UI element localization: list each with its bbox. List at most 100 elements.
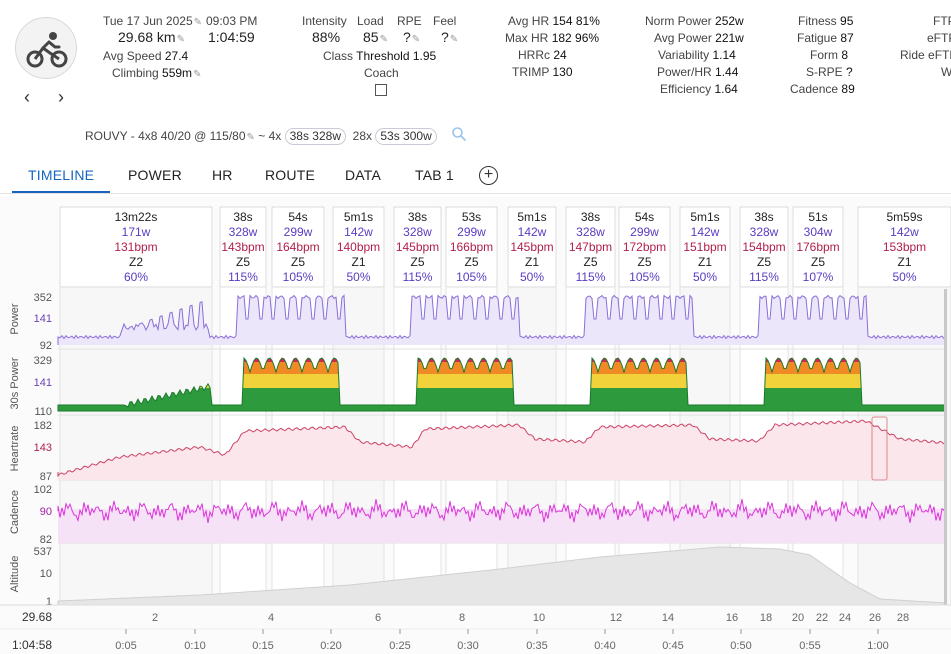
- add-tab-plus-icon[interactable]: +: [479, 166, 498, 185]
- tab-hr[interactable]: HR: [212, 167, 233, 183]
- distance-tick-label: 22: [816, 612, 828, 624]
- interval-heartrate: 151bpm: [683, 240, 726, 254]
- interval-header-box: [739, 206, 789, 288]
- load-label: Load: [357, 14, 384, 28]
- selection-marker[interactable]: [871, 416, 888, 481]
- interval-percent: 107%: [803, 270, 834, 284]
- cadence-area: [58, 509, 946, 543]
- hr-tick-label: 87: [40, 471, 52, 483]
- interval-percent: 115%: [576, 270, 606, 284]
- distance-tick-label: 16: [726, 612, 738, 624]
- load-value[interactable]: 85✎: [363, 29, 388, 45]
- coach-checkbox[interactable]: [375, 84, 387, 96]
- class-stat: Class Threshold 1.95: [323, 49, 437, 63]
- search-icon[interactable]: [451, 126, 467, 142]
- climbing-stat[interactable]: Climbing 559m✎: [112, 66, 202, 80]
- time-tick-label: 0:35: [526, 640, 547, 652]
- interval-duration: 38s: [581, 210, 600, 224]
- interval-duration: 38s: [754, 210, 773, 224]
- time-tick-label: 0:50: [730, 640, 751, 652]
- srpe-stat: S-RPE ?: [806, 65, 853, 79]
- interval-chip[interactable]: 53s 300w: [375, 128, 437, 145]
- tab-route[interactable]: ROUTE: [265, 167, 315, 183]
- time-tick-label: 0:25: [389, 640, 410, 652]
- interval-zone: Z5: [637, 255, 651, 269]
- interval-zone: Z5: [236, 255, 250, 269]
- alt-track-label: Altitude: [9, 556, 21, 593]
- interval-zone: Z2: [129, 255, 143, 269]
- interval-zone: Z5: [410, 255, 424, 269]
- interval-power: 299w: [457, 225, 486, 239]
- power-track-label: Power: [9, 303, 21, 335]
- interval-percent: 105%: [456, 270, 487, 284]
- time-tick-label: 0:05: [115, 640, 136, 652]
- interval-chip[interactable]: 38s 328w: [284, 128, 346, 145]
- interval-power: 299w: [284, 225, 313, 239]
- interval-power: 142w: [890, 225, 919, 239]
- activity-date[interactable]: Tue 17 Jun 2025✎: [103, 14, 203, 28]
- avg-hr-stat: Avg HR 154 81%: [508, 14, 600, 28]
- ftp-label: FTP: [933, 14, 951, 28]
- timeline-chart[interactable]: 13m22s171w131bpmZ260%38s328w143bpmZ5115%…: [0, 197, 951, 654]
- edit-pencil-icon: ✎: [193, 69, 202, 80]
- next-activity-chevron-icon[interactable]: ›: [58, 87, 64, 107]
- alt-tick-label: 1: [46, 596, 52, 608]
- interval-percent: 105%: [629, 270, 660, 284]
- interval-heartrate: 166bpm: [450, 240, 493, 254]
- interval-header-box: [857, 206, 951, 288]
- tab-power[interactable]: POWER: [128, 167, 182, 183]
- interval-duration: 5m59s: [886, 210, 922, 224]
- interval-zone: Z1: [351, 255, 365, 269]
- tab-timeline[interactable]: TIMELINE: [28, 167, 95, 183]
- activity-avatar[interactable]: [15, 17, 77, 79]
- vertical-scrollbar[interactable]: [944, 289, 947, 605]
- variability-stat: Variability 1.14: [658, 48, 736, 62]
- interval-header-box: [565, 206, 616, 288]
- interval-header-box: [445, 206, 498, 288]
- interval-power: 328w: [750, 225, 779, 239]
- distance-tick-label: 10: [533, 612, 545, 624]
- interval-header-box: [679, 206, 731, 288]
- distance-tick-label: 14: [662, 612, 674, 624]
- interval-percent: 115%: [228, 270, 258, 284]
- hr-tick-label: 143: [34, 442, 52, 454]
- interval-heartrate: 153bpm: [883, 240, 926, 254]
- interval-power: 328w: [576, 225, 605, 239]
- rpe-value[interactable]: ?✎: [403, 29, 421, 45]
- previous-activity-chevron-icon[interactable]: ‹: [24, 87, 30, 107]
- heartrate-area: [58, 420, 946, 480]
- interval-power: 142w: [344, 225, 373, 239]
- activity-distance[interactable]: 29.68 km✎: [118, 29, 185, 45]
- interval-duration: 5m1s: [690, 210, 719, 224]
- interval-zone: Z1: [525, 255, 539, 269]
- distance-tick-label: 24: [839, 612, 851, 624]
- workout-summary[interactable]: ROUVY - 4x8 40/20 @ 115/80✎ ~ 4x 38s 328…: [85, 128, 437, 145]
- interval-heartrate: 145bpm: [510, 240, 553, 254]
- power-tick-label: 141: [34, 313, 52, 325]
- w-label: W: [941, 65, 951, 79]
- interval-duration: 51s: [808, 210, 827, 224]
- interval-percent: 50%: [892, 270, 916, 284]
- feel-value[interactable]: ?✎: [441, 29, 459, 45]
- fatigue-stat: Fatigue 87: [797, 31, 854, 45]
- interval-header-box: [507, 206, 557, 288]
- time-tick-label: 0:30: [457, 640, 478, 652]
- tab-data[interactable]: DATA: [345, 167, 382, 183]
- interval-heartrate: 154bpm: [742, 240, 785, 254]
- tab-tab-1[interactable]: TAB 1: [415, 167, 454, 183]
- interval-zone: Z5: [291, 255, 305, 269]
- interval-power: 142w: [518, 225, 547, 239]
